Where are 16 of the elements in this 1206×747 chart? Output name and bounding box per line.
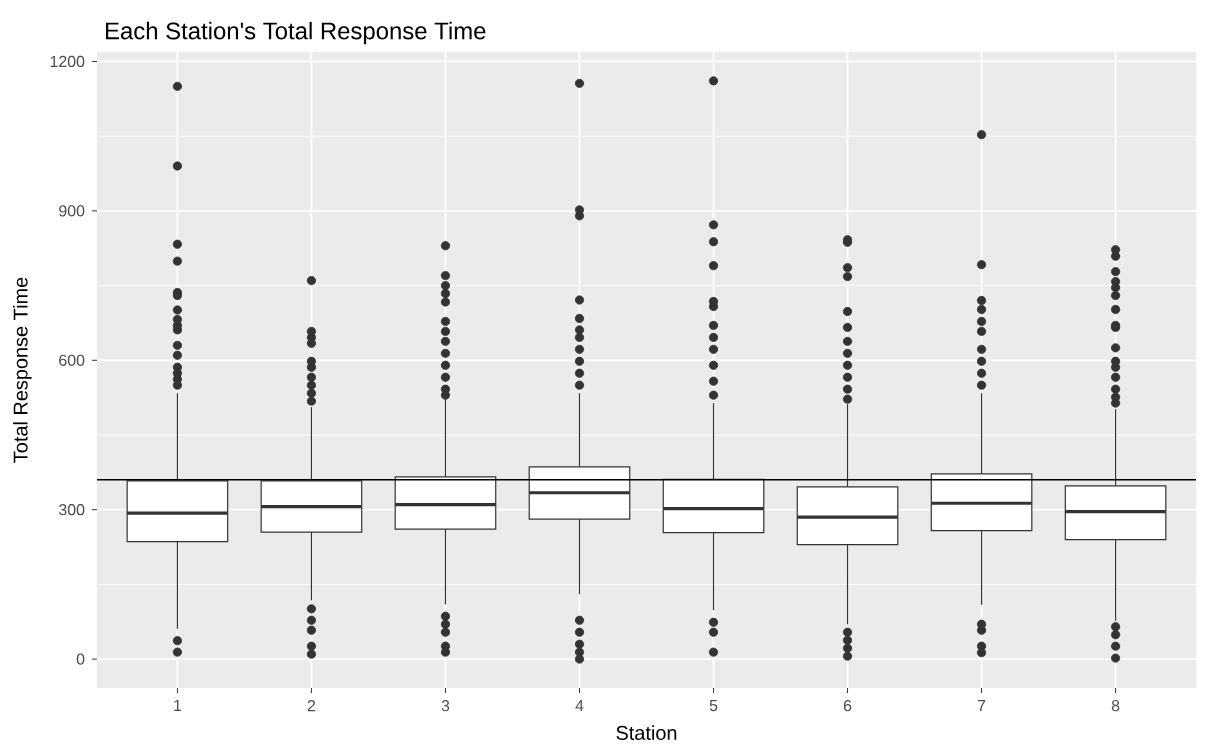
y-tick-label: 1200 [50, 55, 85, 68]
x-tick-label: 3 [441, 700, 450, 712]
x-axis-title: Station [616, 725, 677, 740]
y-axis-title: Total Response Time [13, 277, 32, 463]
x-tick-label: 8 [1111, 700, 1120, 712]
x-tick-label: 6 [843, 700, 852, 712]
x-tick-label: 2 [307, 700, 316, 712]
x-tick-label: 7 [977, 700, 986, 711]
x-tick-label: 5 [709, 700, 718, 712]
y-tick-label: 300 [58, 504, 85, 516]
y-tick-label: 600 [59, 354, 85, 366]
y-tick-label: 900 [59, 205, 85, 217]
x-tick-label: 4 [575, 700, 584, 711]
x-tick-label: 1 [174, 700, 182, 711]
chart-title: Each Station's Total Response Time [106, 21, 486, 45]
y-tick-label: 0 [76, 653, 85, 665]
